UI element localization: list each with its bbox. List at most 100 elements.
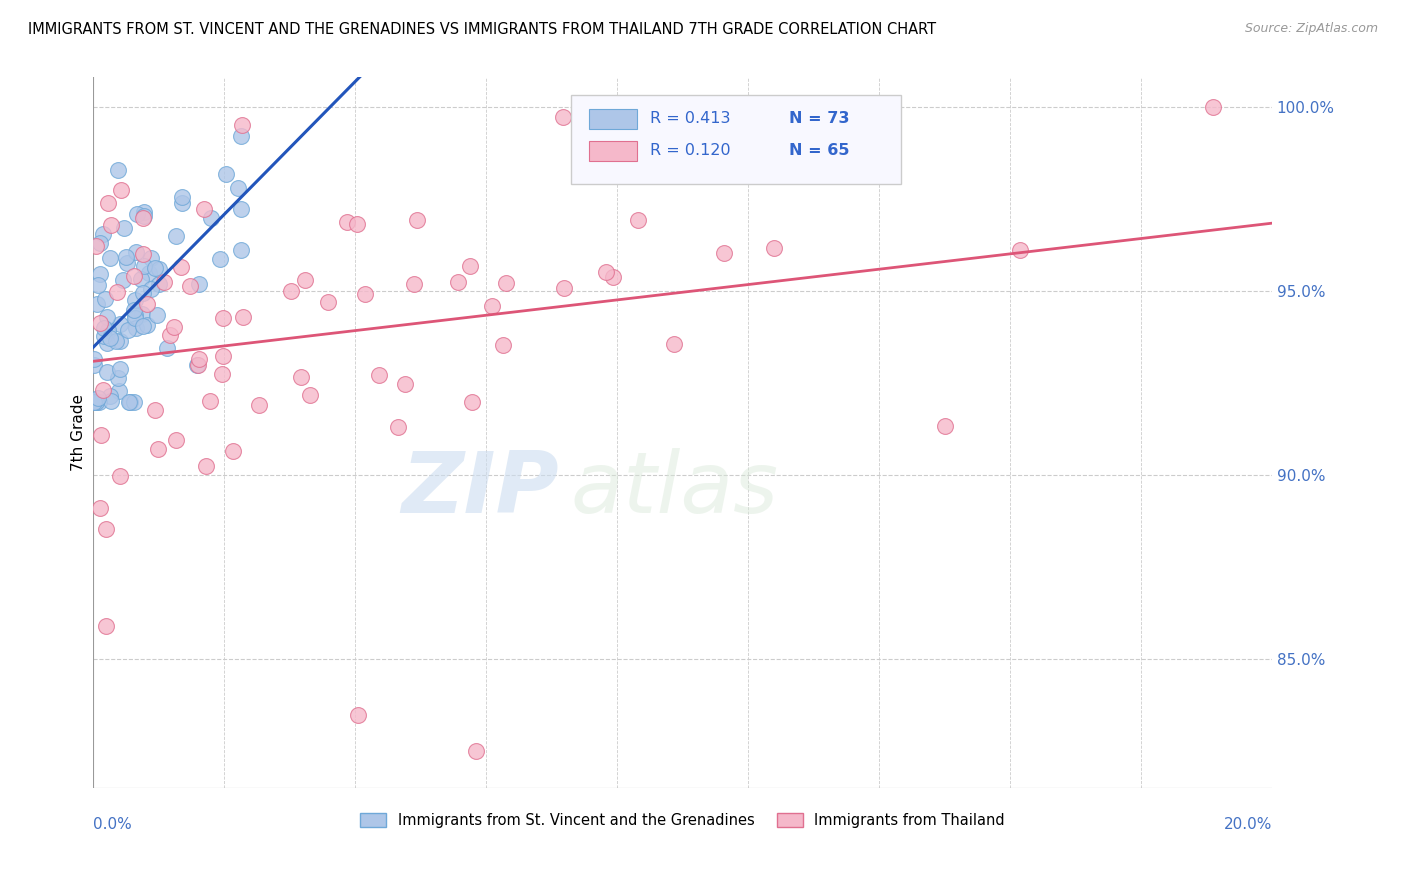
Point (165, 434, 187, 448)
Point (165, 229, 187, 244)
Point (148, 277, 170, 291)
Point (481, 299, 503, 313)
Legend: Immigrants from St. Vincent and the Grenadines, Immigrants from Thailand: Immigrants from St. Vincent and the Gren… (354, 807, 1011, 834)
Point (294, 273, 316, 287)
Point (247, 398, 270, 412)
Point (595, 265, 617, 279)
Point (143, 403, 166, 417)
Point (153, 276, 176, 290)
Point (107, 371, 129, 385)
Point (84, 239, 107, 253)
Text: 20.0%: 20.0% (1223, 816, 1272, 831)
Point (232, 310, 254, 324)
Point (83, 393, 105, 408)
Point (89, 394, 111, 409)
Point (131, 247, 153, 261)
Point (107, 384, 129, 399)
Point (187, 277, 209, 292)
Point (143, 261, 166, 276)
Text: ZIP: ZIP (401, 448, 558, 531)
Point (553, 280, 575, 294)
Point (118, 394, 141, 409)
Text: 0.0%: 0.0% (93, 816, 132, 831)
Point (1202, 100, 1225, 114)
Point (118, 394, 141, 409)
Point (87, 391, 110, 405)
Point (458, 259, 481, 273)
Point (96, 336, 118, 351)
Point (146, 309, 169, 323)
Point (222, 444, 245, 458)
Point (627, 213, 650, 227)
Point (89, 316, 111, 330)
Point (214, 167, 236, 181)
Point (179, 278, 201, 293)
Point (492, 338, 515, 352)
Point (139, 282, 162, 296)
Point (186, 358, 208, 372)
Point (461, 395, 484, 409)
Point (84, 394, 107, 409)
Point (100, 218, 122, 232)
Text: N = 65: N = 65 (789, 143, 849, 158)
Point (134, 209, 156, 223)
Point (763, 241, 786, 255)
Point (346, 217, 368, 231)
Point (163, 320, 186, 334)
Point (139, 252, 162, 266)
Point (551, 110, 574, 124)
Point (108, 361, 131, 376)
Point (94, 619, 117, 633)
Point (94, 292, 117, 306)
Point (125, 244, 148, 259)
Point (98, 251, 121, 265)
Point (91, 227, 114, 242)
Point (195, 459, 218, 474)
Point (110, 317, 132, 331)
Point (156, 341, 179, 355)
Text: Source: ZipAtlas.com: Source: ZipAtlas.com (1244, 22, 1378, 36)
Point (89, 267, 111, 281)
Point (132, 318, 155, 333)
Point (132, 286, 155, 301)
Point (465, 744, 488, 758)
Point (93, 320, 115, 334)
Point (226, 181, 249, 195)
Point (495, 276, 517, 290)
Point (129, 272, 152, 286)
Point (368, 368, 391, 382)
Point (212, 311, 235, 326)
Point (87, 277, 110, 292)
Text: R = 0.413: R = 0.413 (650, 112, 730, 126)
Point (100, 393, 122, 408)
Point (94, 522, 117, 536)
Point (138, 266, 160, 280)
Point (170, 196, 193, 211)
FancyBboxPatch shape (589, 142, 637, 161)
Point (662, 337, 685, 351)
Point (231, 118, 253, 132)
Point (200, 394, 222, 409)
Point (86, 394, 108, 409)
Point (108, 469, 131, 483)
Point (229, 202, 252, 216)
Point (83, 358, 105, 372)
Text: IMMIGRANTS FROM ST. VINCENT AND THE GRENADINES VS IMMIGRANTS FROM THAILAND 7TH G: IMMIGRANTS FROM ST. VINCENT AND THE GREN… (28, 22, 936, 37)
Point (229, 244, 252, 258)
Point (105, 285, 128, 300)
Y-axis label: 7th Grade: 7th Grade (72, 394, 86, 471)
Point (1010, 244, 1032, 258)
Point (96, 310, 118, 325)
Point (148, 262, 170, 277)
Point (132, 205, 155, 219)
Point (117, 323, 139, 337)
Point (136, 318, 159, 332)
Point (146, 442, 169, 456)
Point (131, 307, 153, 321)
Point (447, 276, 470, 290)
Point (127, 207, 149, 221)
FancyBboxPatch shape (571, 95, 901, 184)
Point (211, 367, 233, 381)
Point (229, 129, 252, 144)
Point (124, 293, 146, 307)
